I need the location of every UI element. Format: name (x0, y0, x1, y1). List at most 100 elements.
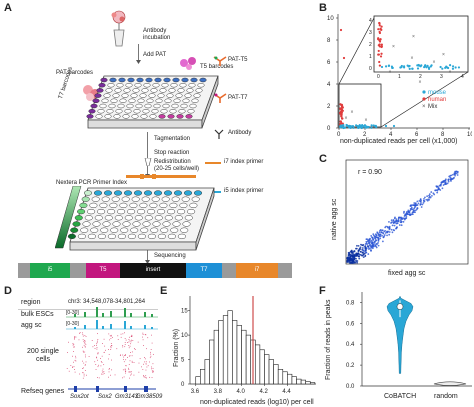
well (118, 77, 126, 83)
b-point-mouse (370, 126, 373, 129)
d-cell-read (94, 361, 96, 363)
c-point (372, 238, 374, 241)
d-bulk-peak (144, 312, 146, 317)
e-x-tick-label: 4.0 (237, 389, 246, 395)
well (142, 108, 150, 114)
d-cell-read (96, 344, 97, 346)
c-point (398, 224, 401, 226)
well (187, 108, 195, 114)
d-bulk-peak (124, 308, 126, 317)
well (148, 93, 156, 98)
d-cell-read (120, 336, 122, 338)
well (159, 88, 167, 93)
c-point (407, 209, 410, 212)
c-point (365, 240, 368, 243)
b-x-tick-label: 8 (441, 132, 445, 138)
c-point (434, 189, 437, 192)
well (191, 98, 199, 104)
nextera-label: Nextera PCR Primer Index (56, 180, 128, 186)
d-cell-read (97, 353, 99, 355)
d-cell-read (145, 334, 147, 336)
e-bar (254, 344, 261, 385)
c-point (371, 247, 374, 250)
arrow-down-icon (136, 44, 141, 64)
b-inset-y-tick-label: 0 (369, 66, 372, 72)
b-inset-point-mouse (446, 66, 449, 69)
b-point-mouse (392, 124, 396, 128)
d-cell-read (131, 339, 132, 341)
d-cell-read (109, 335, 111, 337)
b-inset-point-human (380, 45, 383, 49)
d-cell-read (138, 362, 140, 364)
well (190, 77, 198, 83)
d-cell-read (97, 340, 98, 342)
b-point-mouse (360, 126, 363, 130)
b-y-tick-label: 4 (327, 82, 331, 88)
b-inset-x-tick-label: 3 (440, 74, 443, 80)
d-cell-read (144, 358, 146, 360)
c-point (393, 224, 396, 227)
c-point (356, 261, 359, 264)
cell-tube-icon (111, 10, 126, 47)
well (157, 208, 166, 215)
panel-label-d: D (4, 285, 12, 297)
c-point (436, 191, 439, 194)
c-point (413, 209, 415, 212)
b-inset-point-human (378, 24, 381, 27)
b-point-human (340, 112, 343, 115)
d-cell-read (97, 359, 98, 361)
d-cell-read (133, 362, 135, 363)
well (91, 196, 100, 202)
i5-gradient-strip (55, 186, 82, 249)
c-point (378, 231, 381, 234)
c-point (362, 243, 365, 246)
e-bar (200, 369, 206, 385)
c-point (364, 247, 367, 249)
well (137, 98, 145, 104)
redistribution-detail-label: (20-25 cells/well) (154, 166, 200, 172)
well (133, 190, 143, 196)
d-agg-peak (144, 325, 146, 329)
d-cell-read (124, 369, 126, 371)
d-cell-read (82, 377, 84, 379)
d-cell-read (110, 349, 112, 350)
d-cell-read (108, 368, 110, 370)
seq-segment-i5: i5 (30, 263, 70, 278)
d-cell-read (101, 362, 103, 363)
c-xlabel: fixed agg sc (388, 270, 426, 277)
c-point (373, 245, 375, 248)
b-point-mouse (356, 125, 359, 128)
c-point (377, 233, 380, 235)
well (183, 190, 193, 196)
b-legend-mix: Mix (428, 104, 437, 110)
well (149, 202, 158, 209)
d-cell-read (96, 341, 98, 343)
d-cell-read (130, 352, 131, 353)
seq-gray-3 (222, 263, 236, 278)
d-bulk-label: bulk ESCs (21, 311, 54, 318)
e-bar (264, 354, 270, 385)
e-bar (209, 339, 215, 385)
well (101, 196, 110, 202)
e-bar (204, 359, 210, 385)
c-point (426, 198, 429, 201)
d-cell-read (146, 366, 148, 368)
d-cell-read (82, 368, 84, 369)
well (167, 114, 175, 119)
b-inset-point-mouse (387, 64, 391, 67)
c-point (435, 189, 438, 192)
d-gene-gm38509: Gm38509 (136, 394, 163, 400)
d-cell-read (82, 334, 84, 336)
d-cell-read (139, 358, 141, 360)
d-cell-read (122, 369, 124, 371)
d-cell-read (144, 376, 146, 378)
process-arrow-icon (145, 132, 150, 178)
well (120, 227, 129, 233)
d-cell-read (73, 343, 75, 345)
d-cell-read (84, 340, 86, 342)
well (178, 108, 186, 114)
d-cell-read (85, 336, 87, 337)
c-point (394, 216, 396, 219)
d-cell-read (128, 367, 129, 369)
